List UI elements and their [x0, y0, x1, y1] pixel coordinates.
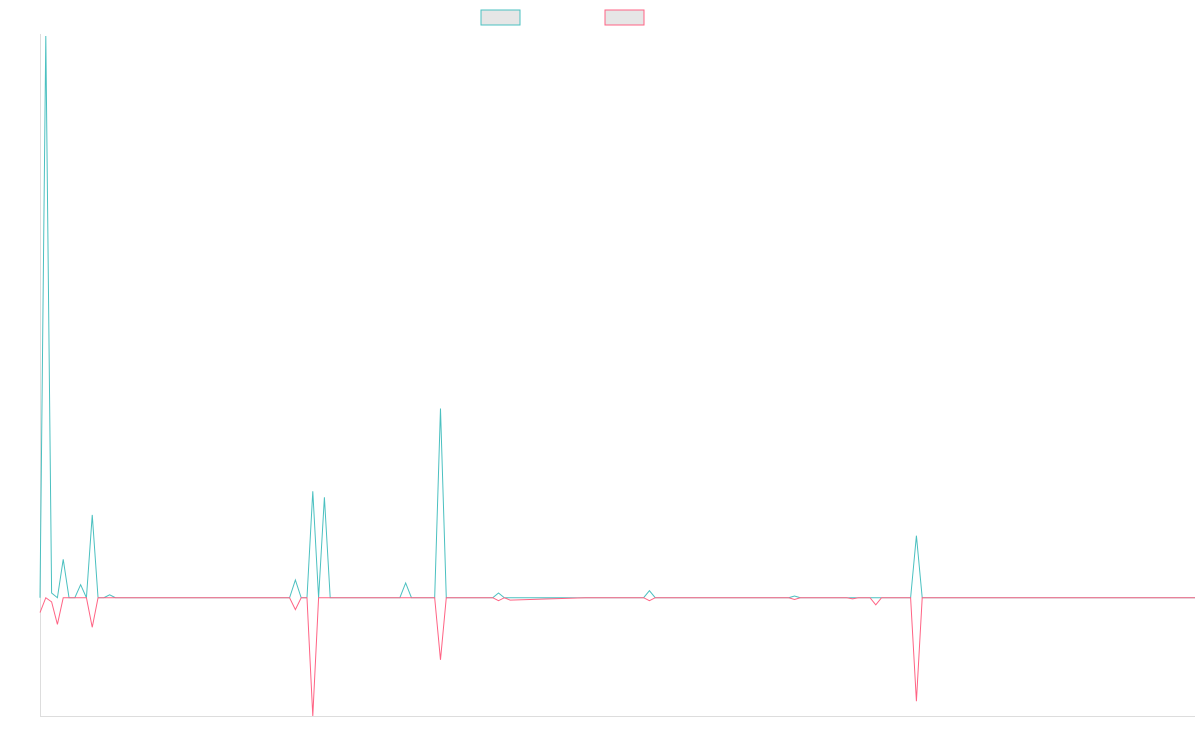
- legend-swatch-series-b[interactable]: [604, 9, 645, 26]
- series-layer: [39, 35, 1195, 717]
- series-line-a[interactable]: [39, 35, 1195, 599]
- legend: [480, 9, 645, 26]
- axes: [40, 34, 1195, 717]
- legend-swatch-series-a[interactable]: [480, 9, 521, 26]
- series-line-b[interactable]: [39, 596, 1195, 717]
